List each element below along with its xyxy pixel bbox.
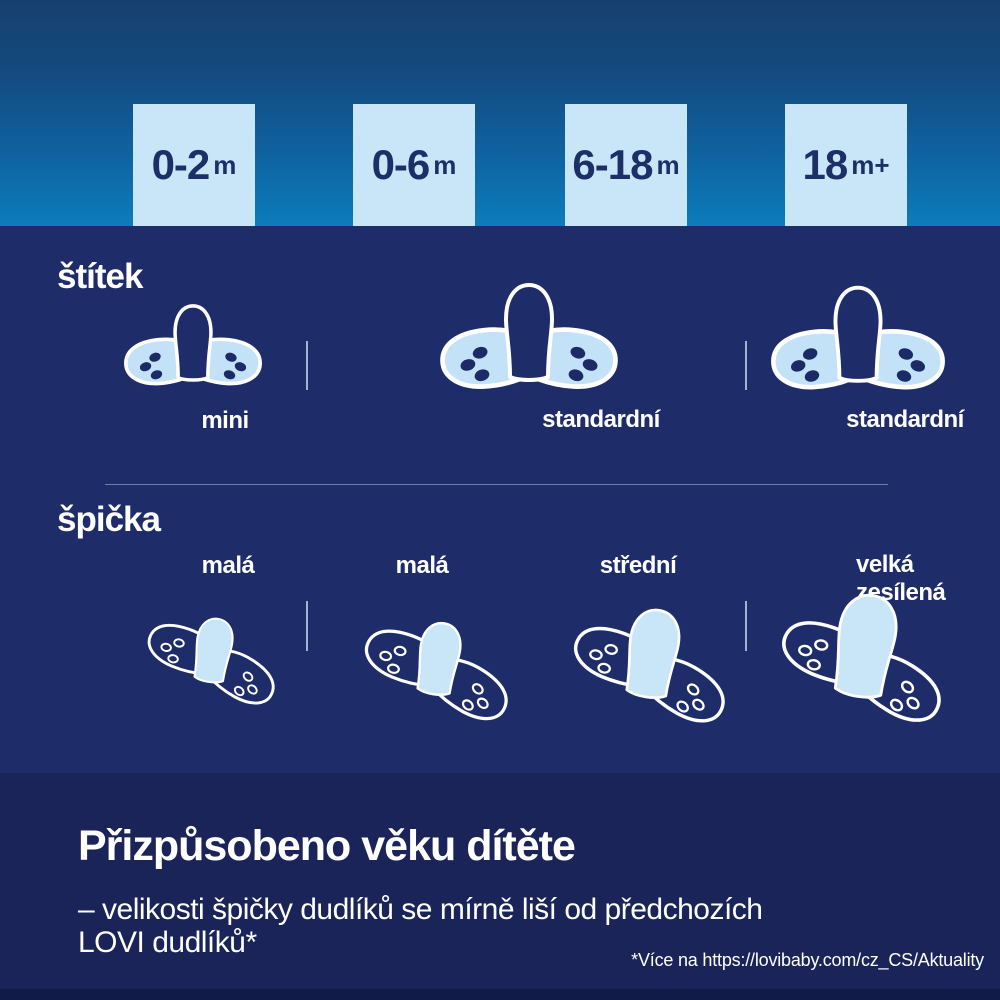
age-value: 18	[802, 141, 848, 188]
pacifier-tip-medium-icon	[574, 608, 725, 723]
footnote-url: *Více na https://lovibaby.com/cz_CS/Aktu…	[631, 950, 984, 970]
age-square-18m-plus: 18 m+	[785, 104, 907, 226]
shield-size-label: standardní	[846, 406, 964, 433]
section-separator-line	[105, 484, 888, 485]
column-divider	[745, 341, 747, 390]
tip-size-label: střední	[599, 552, 677, 579]
shield-size-label: mini	[201, 407, 249, 434]
footer-heading: Přizpůsobeno věku dítěte	[78, 822, 576, 870]
age-square-6-18m: 6-18 m	[565, 104, 687, 226]
bottom-edge-strip	[0, 989, 1000, 1000]
footer-panel	[0, 773, 1000, 1000]
column-divider	[306, 601, 308, 651]
age-unit: m	[656, 149, 680, 180]
pacifier-tip-large-icon	[782, 593, 941, 722]
age-value: 6-18	[572, 141, 653, 188]
age-value: 0-2	[151, 141, 211, 188]
tip-size-label-line1: velká	[856, 551, 914, 578]
footer-description-line1: – velikosti špičky dudlíků se mírně liší…	[78, 893, 763, 926]
age-square-0-6m: 0-6 m	[353, 104, 475, 226]
pacifier-tip-small-icon	[147, 617, 275, 705]
tip-size-label: malá	[395, 552, 449, 579]
age-value: 0-6	[371, 141, 431, 188]
pacifier-shield-mini-icon	[124, 304, 262, 386]
tip-section-title: špička	[57, 500, 161, 539]
tip-size-label: malá	[201, 552, 255, 579]
pacifier-shield-standard-icon	[771, 285, 945, 390]
column-divider	[306, 341, 308, 390]
age-unit: m+	[851, 149, 890, 180]
footer-description-line2: LOVI dudlíků*	[78, 926, 257, 959]
age-square-0-2m: 0-2 m	[133, 104, 255, 226]
shield-size-label: standardní	[542, 406, 660, 433]
shield-section-title: štítek	[57, 257, 143, 296]
pacifier-shield-standard-icon	[440, 283, 618, 389]
column-divider	[745, 601, 747, 651]
age-unit: m	[213, 149, 237, 180]
age-unit: m	[433, 149, 457, 180]
pacifier-tip-small-icon	[364, 621, 508, 721]
